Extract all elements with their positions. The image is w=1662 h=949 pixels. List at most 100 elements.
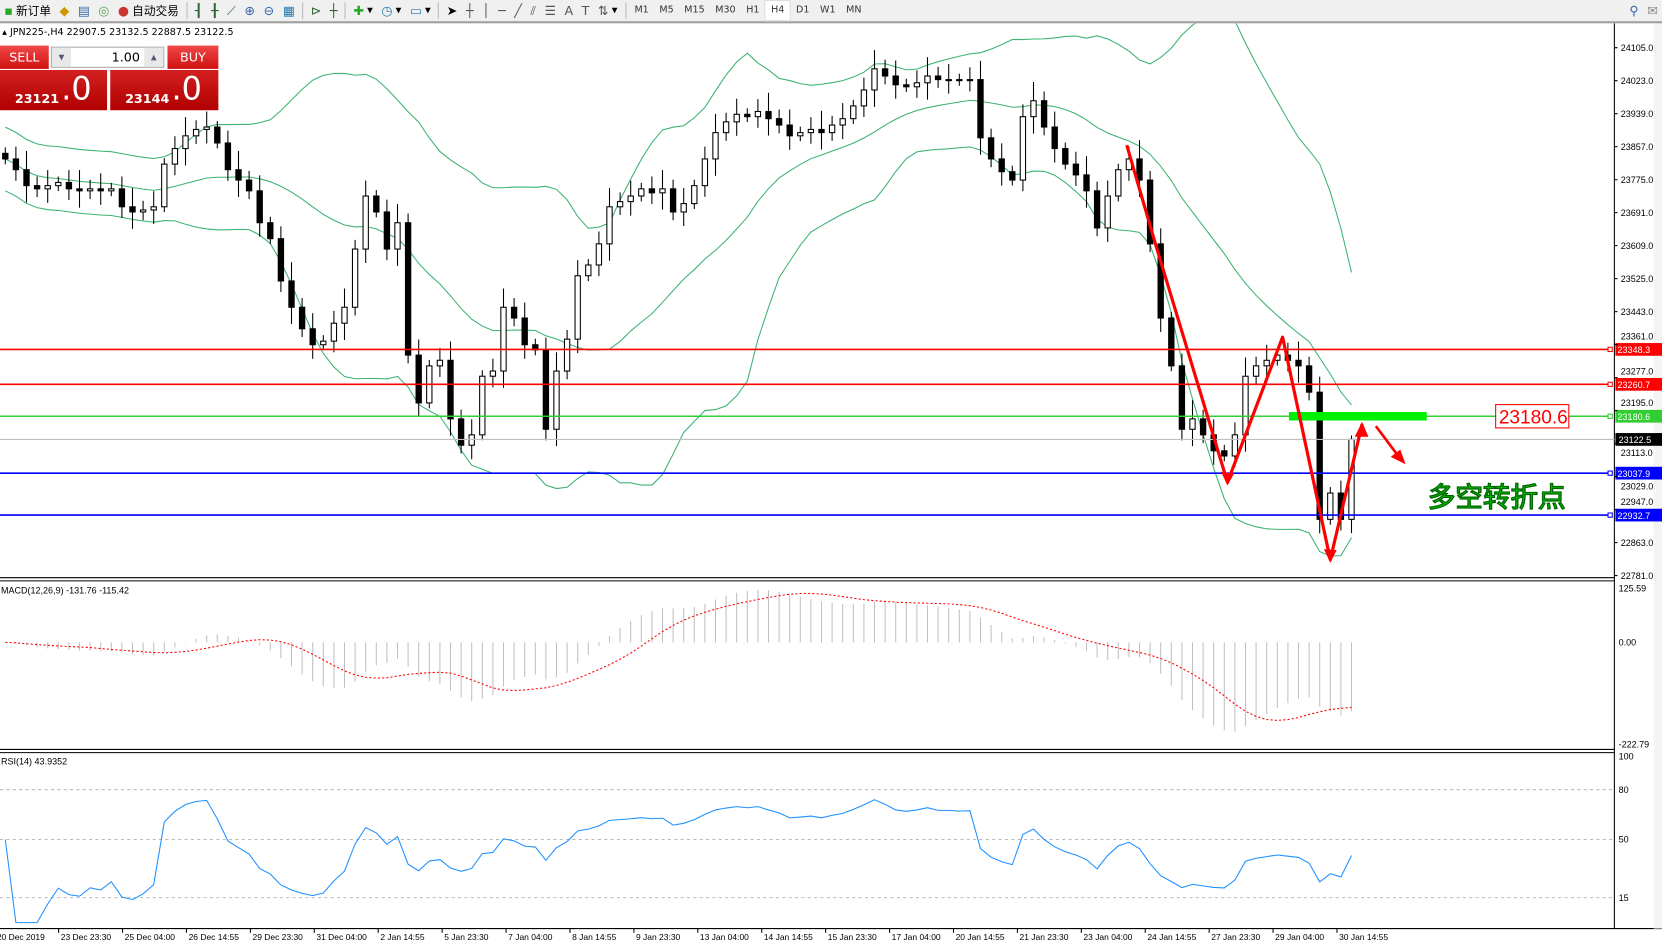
candle-body	[1115, 169, 1122, 197]
candle-body	[542, 349, 550, 430]
search-button[interactable]: ⚲	[1625, 1, 1643, 20]
candle-body	[807, 128, 815, 134]
bid-price-label: 23122.5	[1619, 435, 1652, 445]
chart-canvas[interactable]: 23122.5 23348.3 23260.7 23180.6 23037.9 22932…	[0, 23, 1662, 948]
periods-button[interactable]: ◷ ▼	[377, 1, 405, 20]
tile-windows-button[interactable]: ▦	[278, 1, 299, 20]
auto-trading-button[interactable]: ● 自动交易	[117, 3, 179, 19]
time-tick-label: 29 Dec 23:30	[252, 932, 303, 942]
zoom-in-icon: ⊕	[244, 3, 256, 19]
history-button[interactable]: ◆	[55, 1, 73, 20]
candle-body	[998, 158, 1005, 173]
candle-body	[987, 137, 995, 160]
candle-body	[892, 75, 899, 86]
time-tick-label: 29 Jan 04:00	[1275, 932, 1324, 942]
fibonacci-button[interactable]: ☰	[540, 1, 560, 20]
candle-body	[86, 188, 94, 192]
toolbar-divider	[438, 2, 440, 20]
candle-body	[139, 209, 147, 213]
lot-decrease-icon[interactable]: ▼	[51, 47, 72, 67]
buy-button[interactable]: BUY	[167, 45, 219, 69]
timeframe-d1[interactable]: D1	[796, 5, 810, 16]
bar-chart-button[interactable]: ┨	[190, 1, 206, 20]
search-icon: ⚲	[1629, 3, 1639, 19]
rsi-tick-label: 50	[1619, 835, 1629, 845]
chat-button[interactable]: ✉	[1643, 1, 1662, 20]
candle-body	[1030, 100, 1037, 118]
candlestick-button[interactable]: ╂	[207, 1, 223, 20]
timeframe-m1[interactable]: M1	[634, 5, 649, 16]
toolbar-divider	[186, 2, 188, 20]
candle-body	[1062, 148, 1069, 165]
line-price-label: 23037.9	[1618, 469, 1651, 479]
lot-increase-icon[interactable]: ▲	[144, 47, 164, 67]
server-button[interactable]: ▤	[74, 1, 95, 20]
line-chart-button[interactable]: ⟋	[223, 1, 240, 20]
price-tick-label: 23029.0	[1621, 482, 1654, 492]
chart-shift-icon: ┼	[329, 3, 338, 19]
timeframe-m5[interactable]: M5	[659, 5, 674, 16]
macd-label: MACD(12,26,9) -131.76 -115.42	[1, 586, 129, 596]
dropdown-arrow-icon: ▼	[611, 6, 618, 15]
candle-body	[638, 188, 645, 197]
buy-price[interactable]: 23144.0	[110, 69, 219, 111]
new-chart-button[interactable]: ✚ ▼	[349, 1, 377, 20]
candle-body	[712, 132, 719, 160]
price-annotation-box	[1495, 404, 1570, 429]
bollinger-upper-band	[5, 23, 1353, 273]
timeframe-mn[interactable]: MN	[846, 5, 862, 16]
candle-body	[903, 84, 910, 88]
timeframe-m15[interactable]: M15	[684, 5, 705, 16]
sell-button[interactable]: SELL	[0, 45, 49, 69]
candle-body	[235, 169, 242, 181]
arrows-button[interactable]: ⇅ ▼	[594, 1, 622, 20]
candle-body	[860, 89, 868, 107]
price-tick-label: 23939.0	[1621, 109, 1654, 119]
chart-shift-button[interactable]: ┼	[326, 1, 342, 20]
templates-button[interactable]: ▭ ▼	[406, 1, 435, 20]
channel-button[interactable]: ⫽	[526, 1, 540, 20]
timeframe-m30[interactable]: M30	[715, 5, 736, 16]
timeframe-h4[interactable]: H4	[764, 0, 791, 22]
macd-signal-line	[5, 592, 1352, 721]
macd-tick-label: 0.00	[1619, 638, 1637, 648]
time-tick-label: 17 Jan 04:00	[892, 932, 941, 942]
timeframe-h1[interactable]: H1	[746, 5, 760, 16]
time-tick-label: 5 Jan 23:30	[444, 932, 489, 942]
lot-size-stepper[interactable]: ▼ 1.00 ▲	[50, 46, 165, 68]
new-order-button[interactable]: ▪ 新订单	[4, 3, 52, 19]
new-chart-icon: ✚	[353, 3, 364, 19]
candle-body	[648, 188, 656, 194]
price-tick-label: 23525.0	[1621, 274, 1654, 284]
zoom-out-button[interactable]: ⊖	[259, 1, 278, 20]
signals-button[interactable]: ◎	[94, 1, 114, 20]
bid-price-tag	[1615, 433, 1662, 446]
lot-size-input[interactable]: 1.00	[111, 49, 140, 65]
crosshair-button[interactable]: ┼	[462, 1, 478, 20]
vertical-line-button[interactable]: │	[478, 1, 494, 20]
rsi-tick-label: 15	[1619, 893, 1629, 903]
candle-body	[436, 359, 444, 367]
new-order-icon: ▪	[4, 3, 13, 19]
cursor-button[interactable]: ➤	[442, 1, 461, 20]
candle-body	[839, 118, 846, 126]
candle-body	[33, 185, 41, 190]
candle-body	[394, 222, 401, 250]
candle-body	[786, 124, 793, 137]
candle-body	[956, 79, 963, 82]
line-handle	[1607, 346, 1613, 353]
candle-body	[627, 195, 634, 203]
sell-price[interactable]: 23121.0	[0, 69, 108, 111]
candle-body	[1083, 174, 1090, 192]
price-tick-label: 23361.0	[1621, 331, 1654, 341]
text-label-button[interactable]: T	[577, 1, 593, 20]
candle-body	[574, 275, 581, 340]
candle-body	[1199, 418, 1207, 436]
text-button[interactable]: A	[560, 1, 577, 20]
autoscroll-button[interactable]: ⊳	[306, 1, 325, 20]
timeframe-w1[interactable]: W1	[820, 5, 836, 16]
candle-body	[585, 264, 592, 277]
trendline-button[interactable]: ╱	[510, 1, 526, 20]
horizontal-line-button[interactable]: ─	[494, 1, 510, 20]
zoom-in-button[interactable]: ⊕	[240, 1, 259, 20]
